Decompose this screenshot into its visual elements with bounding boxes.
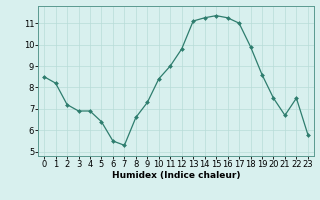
X-axis label: Humidex (Indice chaleur): Humidex (Indice chaleur) xyxy=(112,171,240,180)
